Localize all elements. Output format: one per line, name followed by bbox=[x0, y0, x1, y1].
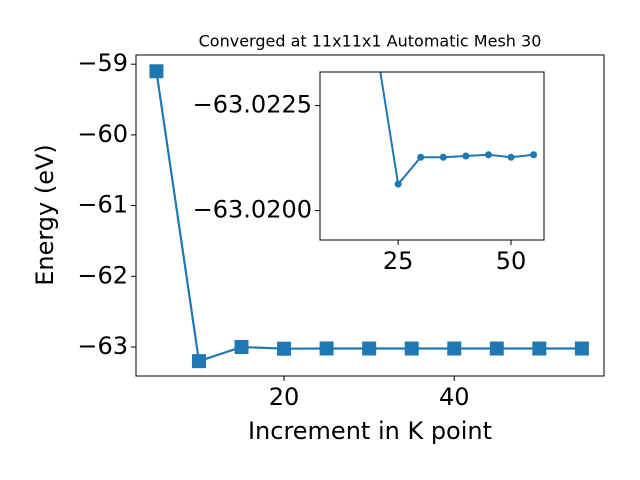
y-tick-label: −60 bbox=[77, 120, 128, 148]
axes-frame bbox=[135, 54, 605, 377]
marker bbox=[149, 64, 164, 79]
y-tick-label: −63.0200 bbox=[193, 196, 312, 224]
y-tick-label: −63.0225 bbox=[193, 91, 312, 119]
marker bbox=[484, 151, 492, 159]
x-tick-label: 25 bbox=[383, 247, 414, 275]
marker bbox=[447, 341, 462, 356]
y-axis-label: Energy (eV) bbox=[31, 144, 59, 286]
marker bbox=[489, 341, 504, 356]
marker bbox=[319, 341, 334, 356]
x-axis-label: Increment in K point bbox=[248, 417, 492, 445]
marker bbox=[462, 152, 470, 160]
x-tick-label: 50 bbox=[496, 247, 527, 275]
marker bbox=[362, 341, 377, 356]
x-tick-label: 40 bbox=[439, 383, 470, 411]
marker bbox=[574, 341, 589, 356]
marker bbox=[532, 341, 547, 356]
main-plot: 20 40 −59 −60 −61 −62 −63 bbox=[77, 49, 589, 411]
y-tick-label: −62 bbox=[77, 261, 128, 289]
inset-plot: 25 50 −63.0225 −63.0200 bbox=[193, 72, 538, 275]
marker bbox=[234, 340, 249, 355]
marker bbox=[277, 341, 292, 356]
series bbox=[379, 72, 538, 188]
marker bbox=[191, 354, 206, 369]
y-tick-label: −59 bbox=[77, 49, 128, 77]
chart-title: Converged at 11x11x1 Automatic Mesh 30 bbox=[199, 32, 542, 51]
series bbox=[149, 64, 589, 369]
y-tick-label: −61 bbox=[77, 191, 128, 219]
marker bbox=[394, 180, 402, 188]
y-tick-label: −63 bbox=[77, 332, 128, 360]
marker bbox=[417, 153, 425, 161]
x-tick-label: 20 bbox=[269, 383, 300, 411]
marker bbox=[507, 153, 515, 161]
inset-frame bbox=[319, 71, 545, 241]
marker bbox=[404, 341, 419, 356]
marker bbox=[439, 153, 447, 161]
series-line bbox=[379, 72, 534, 187]
marker bbox=[530, 151, 538, 159]
